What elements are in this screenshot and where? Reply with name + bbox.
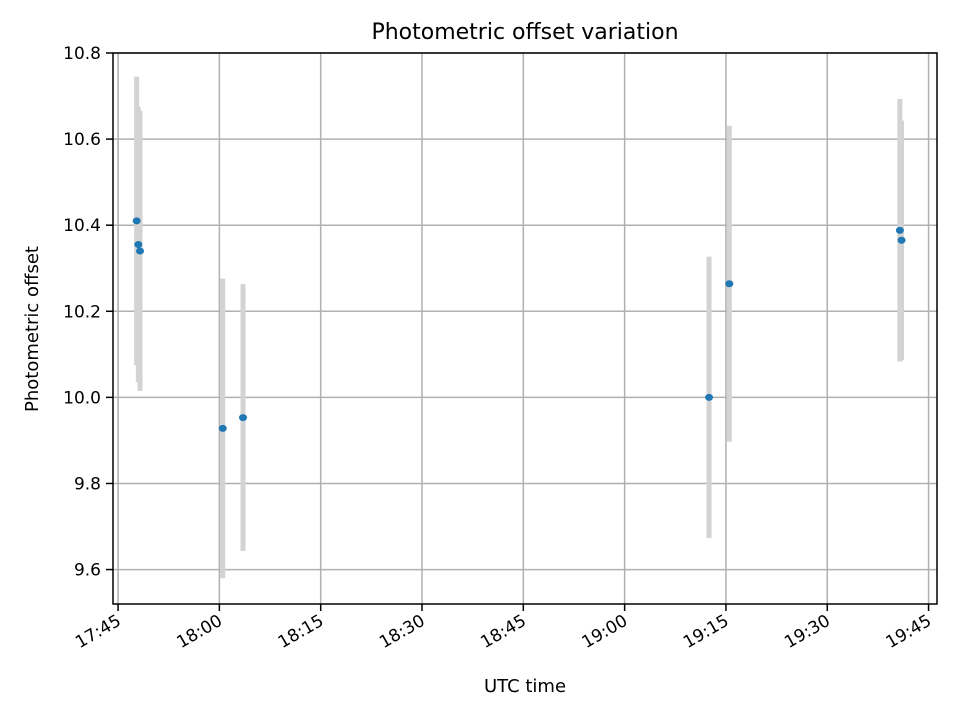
- y-tick-label: 10.0: [63, 388, 101, 408]
- data-point: [897, 236, 906, 244]
- y-axis: 9.6 9.8 10.0 10.2 10.4 10.6 10.8: [63, 44, 113, 581]
- chart-title: Photometric offset variation: [371, 20, 678, 45]
- data-point: [218, 424, 227, 432]
- y-tick-label: 10.8: [63, 44, 101, 64]
- data-point: [134, 241, 143, 249]
- y-tick-label: 10.2: [63, 302, 101, 322]
- data-point: [132, 217, 141, 225]
- y-tick-label: 9.8: [74, 474, 101, 494]
- data-point: [136, 247, 145, 255]
- grid: [113, 52, 937, 604]
- data-point: [239, 414, 248, 422]
- y-tick-label: 9.6: [74, 561, 101, 581]
- x-axis-label: UTC time: [484, 676, 566, 697]
- y-tick-label: 10.4: [63, 216, 101, 236]
- data-point: [705, 393, 714, 401]
- data-point: [725, 280, 734, 288]
- data-points: [132, 217, 906, 432]
- plot-frame: [112, 52, 938, 605]
- y-axis-label: Photometric offset: [22, 246, 43, 412]
- y-tick-label: 10.6: [63, 130, 101, 150]
- plot-area: [113, 53, 937, 604]
- data-point: [895, 226, 904, 234]
